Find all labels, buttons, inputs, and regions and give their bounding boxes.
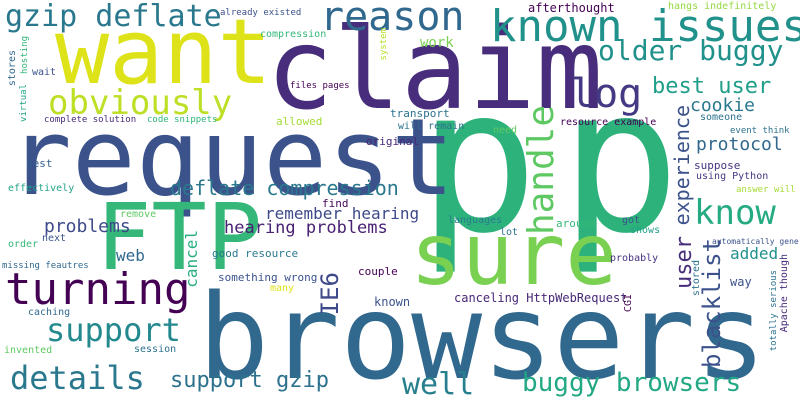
word-hangs-indefinitely: hangs indefinitely [668,1,777,12]
word-totally-serious: totally serious [769,270,779,352]
word-want: want [55,0,272,105]
word-code-snippets: code snippets [147,115,218,125]
word-best: best [26,157,53,170]
word-support: support [46,311,181,349]
word-got: got [622,215,641,226]
word-wait: wait [32,67,57,78]
word-request: request [8,96,455,219]
word-buggy-browsers: buggy browsers [522,368,742,398]
word-best-user: best user [652,74,772,99]
word-remember-hearing: remember hearing [265,204,420,223]
word-resource-example: resource example [560,117,657,128]
word-problems: problems [44,216,131,237]
word-experience: experience [670,105,694,226]
word-using-python: using Python [696,171,769,182]
word-cancel: cancel [182,230,201,288]
word-virtual: virtual [19,84,29,122]
word-shows: shows [630,225,661,236]
word-many: many [270,283,295,294]
word-added: added [730,244,779,263]
word-files-pages: files pages [290,81,350,91]
word-cookie: cookie [690,95,756,116]
word-p-2: p [560,45,681,278]
word-afterthought: afterthought [528,1,615,15]
word-complete-solution: complete solution [44,115,137,125]
word-original: original [366,135,419,148]
word-lot: lot [500,227,519,238]
word-canceling-httpwebrequest: canceling HttpWebRequest [454,291,628,305]
word-already-existed: already existed [220,8,302,18]
word-obviously: obviously [48,83,233,123]
word-event-think: event think [730,126,790,136]
word-suppose: suppose [694,159,741,172]
word-will-remain: will remain [398,121,465,132]
word-missing-feautres: missing feautres [2,261,89,271]
word-answer-will: answer will [736,185,796,195]
word-protocol: protocol [696,134,783,155]
word-browsers: browsers [198,268,767,400]
word-automatically-generate: automatically generate [712,237,800,246]
word-older-buggy: older buggy [598,34,784,67]
word-way: way [730,275,752,289]
word-web: web [116,246,145,265]
word-system: system [379,28,389,61]
word-support-gzip: support gzip [170,368,329,393]
word-sure: sure [410,205,618,305]
word-p-1: p [418,45,539,278]
word-allowed: allowed [276,115,323,128]
word-stored: stored [691,260,702,297]
word-details: details [10,359,145,397]
word-transport: transport [390,107,450,120]
word-blacklist: blacklist [698,238,726,369]
word-log: log [570,71,643,117]
word-next: next [42,233,67,244]
word-known-issues: known issues [490,1,800,52]
word-gzip-deflate: gzip deflate [5,0,222,34]
word-apache-though: Apache though [779,254,790,333]
word-claim: claim [266,5,604,135]
word-probably: probably [610,253,659,264]
word-deflate-compression: deflate compression [170,176,399,200]
word-invented: invented [4,345,53,356]
word-known: known [374,295,411,309]
word-good-resource: good resource [212,247,299,260]
word-ftp: FTP [96,184,263,291]
word-remove: remove [120,209,157,220]
word-well: well [402,367,475,400]
word-work: work [420,35,454,51]
word-someone: someone [700,112,743,123]
word-turning: turning [5,264,191,315]
word-order: order [8,239,39,250]
word-need: need [493,125,518,136]
word-session: session [134,344,177,355]
word-couple: couple [358,265,398,278]
word-stores: stores [7,50,18,87]
word-something-wrong: something wrong [218,271,318,284]
word-find: find [322,197,349,210]
word-around: around [556,217,596,230]
word-know: know [694,193,776,233]
word-cgi: CGI [623,294,634,313]
word-effectively: effectively [8,183,75,194]
word-ie6: IE6 [316,272,344,316]
word-hosting: hosting [20,36,30,74]
word-handle: handle [521,105,562,236]
word-languages: languages [448,215,503,226]
word-reason: reason [320,0,465,40]
word-compression: compression [260,29,327,40]
word-hearing-problems: hearing problems [224,218,388,238]
word-caching: caching [28,307,71,318]
